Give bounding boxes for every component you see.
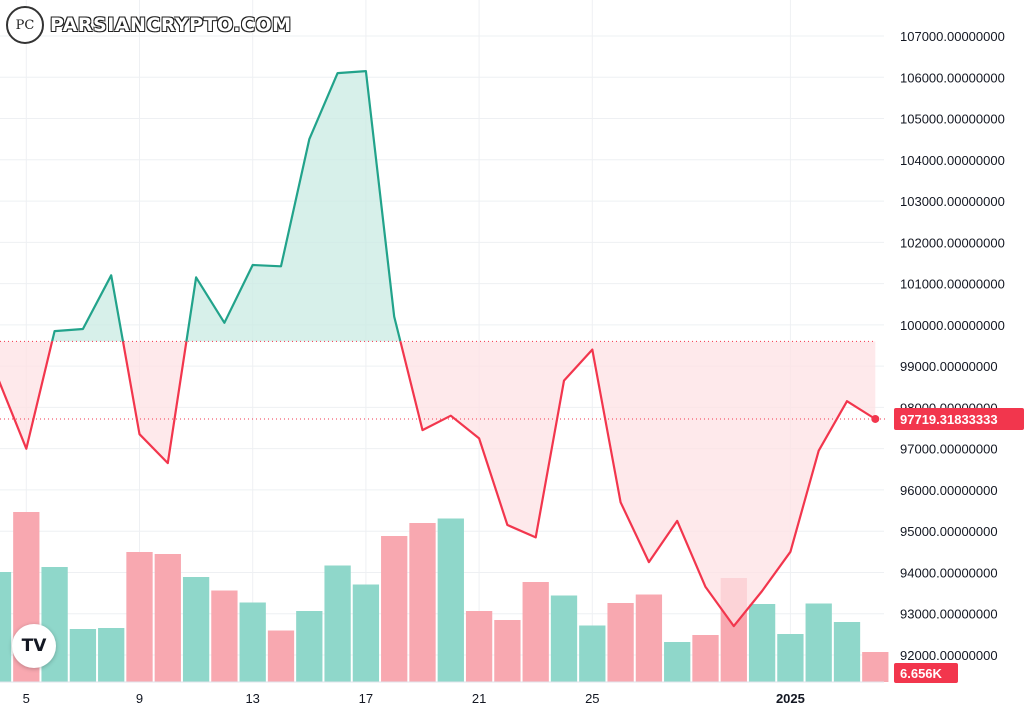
volume-bar xyxy=(324,565,351,682)
area-below-baseline xyxy=(0,341,53,449)
volume-bar xyxy=(98,628,125,682)
y-tick-label: 103000.00000000 xyxy=(900,194,1005,209)
y-tick-label: 93000.00000000 xyxy=(900,607,998,622)
volume-bar xyxy=(239,602,266,682)
volume-bar xyxy=(409,523,436,682)
x-tick-label: 2025 xyxy=(776,691,805,706)
last-price-marker xyxy=(871,414,880,423)
watermark-text: PARSIANCRYPTO.COM xyxy=(50,14,292,36)
volume-bar xyxy=(522,582,549,682)
y-tick-label: 100000.00000000 xyxy=(900,318,1005,333)
volume-bar xyxy=(805,603,832,682)
volume-bar xyxy=(267,630,295,682)
volume-bar xyxy=(777,634,804,682)
volume-bar xyxy=(437,518,464,682)
volume-bar xyxy=(664,642,691,682)
y-tick-label: 104000.00000000 xyxy=(900,153,1005,168)
volume-bar xyxy=(465,611,493,682)
area-below-baseline xyxy=(123,341,187,464)
last-price-label: 97719.31833333 xyxy=(900,412,998,427)
y-tick-label: 101000.00000000 xyxy=(900,277,1005,292)
y-tick-label: 94000.00000000 xyxy=(900,565,998,580)
volume-bar xyxy=(296,611,323,682)
last-price-label-box xyxy=(894,407,1024,430)
volume-bar xyxy=(692,635,719,682)
x-tick-label: 9 xyxy=(136,691,143,706)
volume-bar xyxy=(211,590,238,682)
y-tick-label: 102000.00000000 xyxy=(900,235,1005,250)
volume-bar xyxy=(154,554,181,682)
volume-bar xyxy=(862,652,889,682)
volume-bar xyxy=(607,603,634,682)
x-tick-label: 17 xyxy=(359,691,373,706)
price-line-up xyxy=(51,274,125,342)
price-line-up xyxy=(185,70,402,342)
price-line-down xyxy=(399,341,876,628)
price-line-down xyxy=(0,341,54,450)
volume-bar xyxy=(126,552,153,682)
volume-label: 6.656K xyxy=(900,666,943,681)
volume-bar xyxy=(381,536,408,682)
volume-bar xyxy=(579,625,606,682)
area-above-baseline xyxy=(52,275,123,342)
y-tick-label: 107000.00000000 xyxy=(900,29,1005,44)
volume-bar xyxy=(352,584,380,682)
y-tick-label: 105000.00000000 xyxy=(900,112,1005,127)
tradingview-logo-icon[interactable]: TV xyxy=(12,624,56,668)
y-tick-label: 97000.00000000 xyxy=(900,442,998,457)
y-tick-label: 96000.00000000 xyxy=(900,483,998,498)
y-tick-label: 99000.00000000 xyxy=(900,359,998,374)
y-tick-label: 95000.00000000 xyxy=(900,524,998,539)
volume-bar xyxy=(69,629,97,682)
volume-bar xyxy=(550,595,578,682)
x-tick-label: 25 xyxy=(585,691,599,706)
area-below-baseline xyxy=(400,341,876,627)
y-tick-label: 106000.00000000 xyxy=(900,70,1005,85)
x-tick-label: 21 xyxy=(472,691,486,706)
x-tick-label: 5 xyxy=(23,691,30,706)
x-tick-label: 13 xyxy=(245,691,259,706)
watermark-logo: PC xyxy=(6,6,44,44)
volume-bar xyxy=(635,594,663,682)
volume-bar xyxy=(833,622,861,682)
volume-bar xyxy=(182,577,210,682)
volume-bar xyxy=(748,604,776,682)
volume-bar xyxy=(494,620,521,682)
y-tick-label: 92000.00000000 xyxy=(900,648,998,663)
area-above-baseline xyxy=(186,71,401,342)
volume-label-box xyxy=(894,663,958,683)
volume-bar xyxy=(0,572,12,682)
watermark: PC PARSIANCRYPTO.COM xyxy=(6,6,292,44)
price-line-down xyxy=(121,341,188,465)
